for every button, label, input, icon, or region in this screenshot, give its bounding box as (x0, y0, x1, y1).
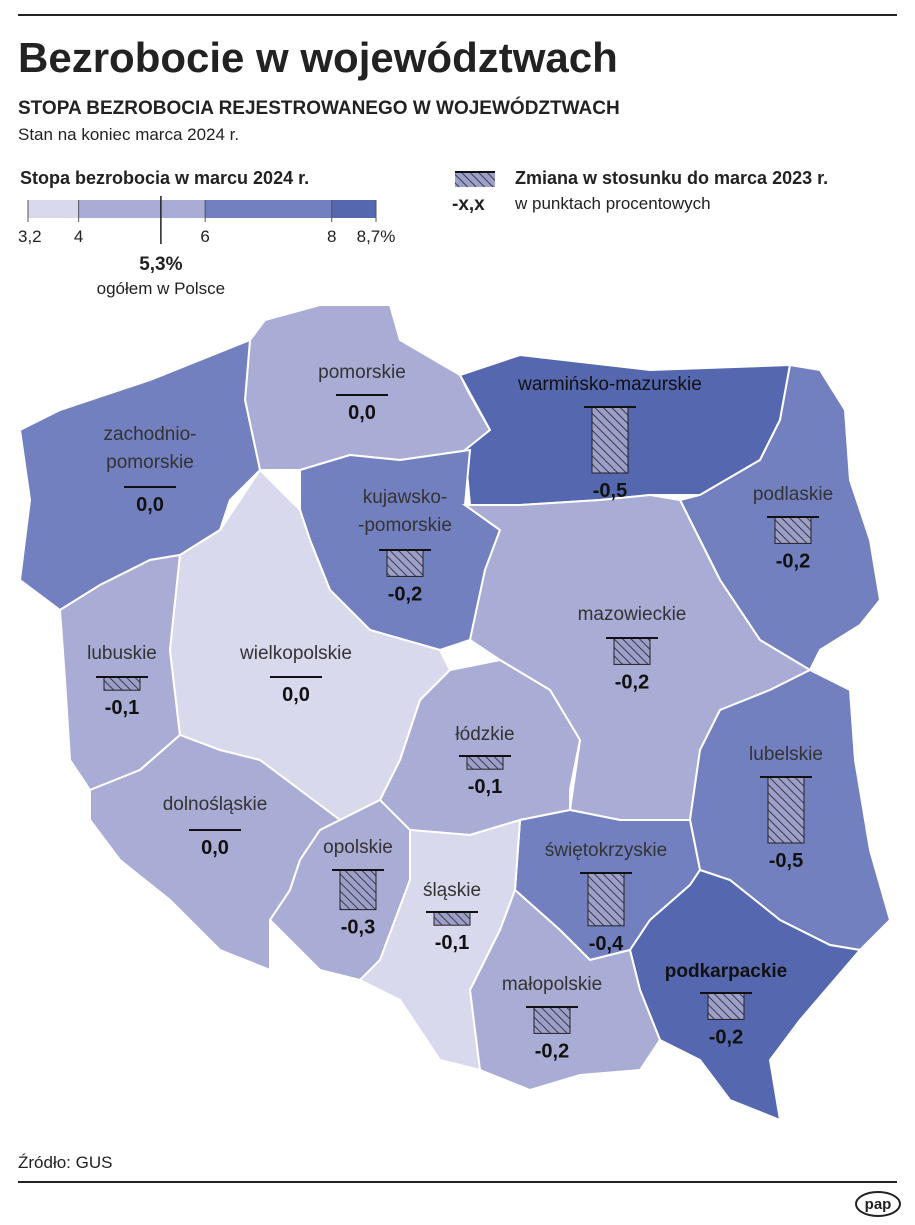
change-label: 0,0 (201, 837, 229, 859)
scale-band (205, 200, 332, 218)
region-name: podkarpackie (665, 961, 788, 982)
logo-frame (855, 1191, 901, 1217)
region-name: śląskie (423, 880, 481, 901)
change-label: -0,2 (388, 583, 422, 605)
title: Bezrobocie w województwach (18, 34, 618, 81)
change-label: -0,5 (593, 480, 627, 502)
region-name: warmińsko-mazurskie (517, 374, 702, 395)
scale-tick-label: 3,2 (18, 227, 42, 246)
region-name: świętokrzyskie (545, 840, 667, 861)
change-sample: -x,x (452, 194, 485, 215)
region-name: mazowieckie (578, 604, 687, 625)
change-label: -0,2 (615, 671, 649, 693)
change-label: -0,5 (769, 850, 803, 872)
region-name: podlaskie (753, 484, 833, 505)
change-label: 0,0 (348, 402, 376, 424)
scale-tick-label: 6 (200, 227, 209, 246)
change-bar (466, 755, 504, 770)
national-label: 5,3% (139, 254, 182, 275)
legend-title: Stopa bezrobocia w marcu 2024 r. (20, 168, 309, 188)
change-label: -0,2 (776, 550, 810, 572)
change-bar (386, 549, 424, 577)
color-scale: 3,2 4 6 8 8,7% 5,3% ogółem w Polsce (18, 196, 395, 298)
logo: pap (865, 1196, 892, 1213)
region-name: kujawsko- (363, 487, 447, 508)
region-name: -pomorskie (358, 515, 452, 536)
change-bar (587, 872, 625, 927)
change-label: -0,3 (341, 917, 375, 939)
scale-tick-label: 8,7% (357, 227, 396, 246)
change-bar (767, 776, 805, 844)
scale-tick-label: 4 (74, 227, 83, 246)
scale-band (331, 200, 376, 218)
scale-band (28, 200, 79, 218)
change-label: 0,0 (136, 494, 164, 516)
region-name: lubuskie (87, 643, 157, 664)
change-label: -0,1 (468, 776, 502, 798)
region (628, 868, 862, 1122)
region-name: zachodnio- (104, 424, 197, 445)
change-label: -0,2 (709, 1026, 743, 1048)
region-name: łódzkie (455, 724, 514, 745)
scale-tick-label: 8 (327, 227, 336, 246)
change-bar (433, 911, 471, 926)
region-name: dolnośląskie (163, 794, 268, 815)
region-name: opolskie (323, 837, 393, 858)
change-label: -0,1 (105, 697, 139, 719)
change-bar (533, 1006, 571, 1034)
region (468, 888, 662, 1092)
region-name: pomorskie (318, 362, 406, 383)
note: Stan na koniec marca 2024 r. (18, 125, 239, 144)
region-name: wielkopolskie (239, 643, 352, 664)
region-name: małopolskie (502, 974, 602, 995)
region (243, 304, 492, 471)
change-label: -0,4 (589, 933, 624, 955)
change-label: -0,1 (435, 932, 469, 954)
region-name: lubelskie (749, 744, 823, 765)
change-unit: w punktach procentowych (514, 194, 711, 213)
change-bar (591, 406, 629, 474)
subtitle: STOPA BEZROBOCIA REJESTROWANEGO W WOJEWÓ… (18, 97, 620, 119)
region-name: pomorskie (106, 452, 194, 473)
map: pomorskie 0,0 warmińsko-mazurskie -0,5 zacho… (18, 304, 892, 1122)
legend-hatch (455, 172, 495, 187)
change-bar (339, 869, 377, 911)
change-bar (103, 676, 141, 691)
change-bar (774, 516, 812, 544)
change-bar (613, 637, 651, 665)
change-legend-title: Zmiana w stosunku do marca 2023 r. (515, 168, 828, 188)
change-label: 0,0 (282, 684, 310, 706)
change-bar (707, 992, 745, 1020)
scale-band (78, 200, 206, 218)
national-text: ogółem w Polsce (97, 279, 226, 298)
source: Źródło: GUS (18, 1153, 112, 1172)
change-label: -0,2 (535, 1040, 569, 1062)
